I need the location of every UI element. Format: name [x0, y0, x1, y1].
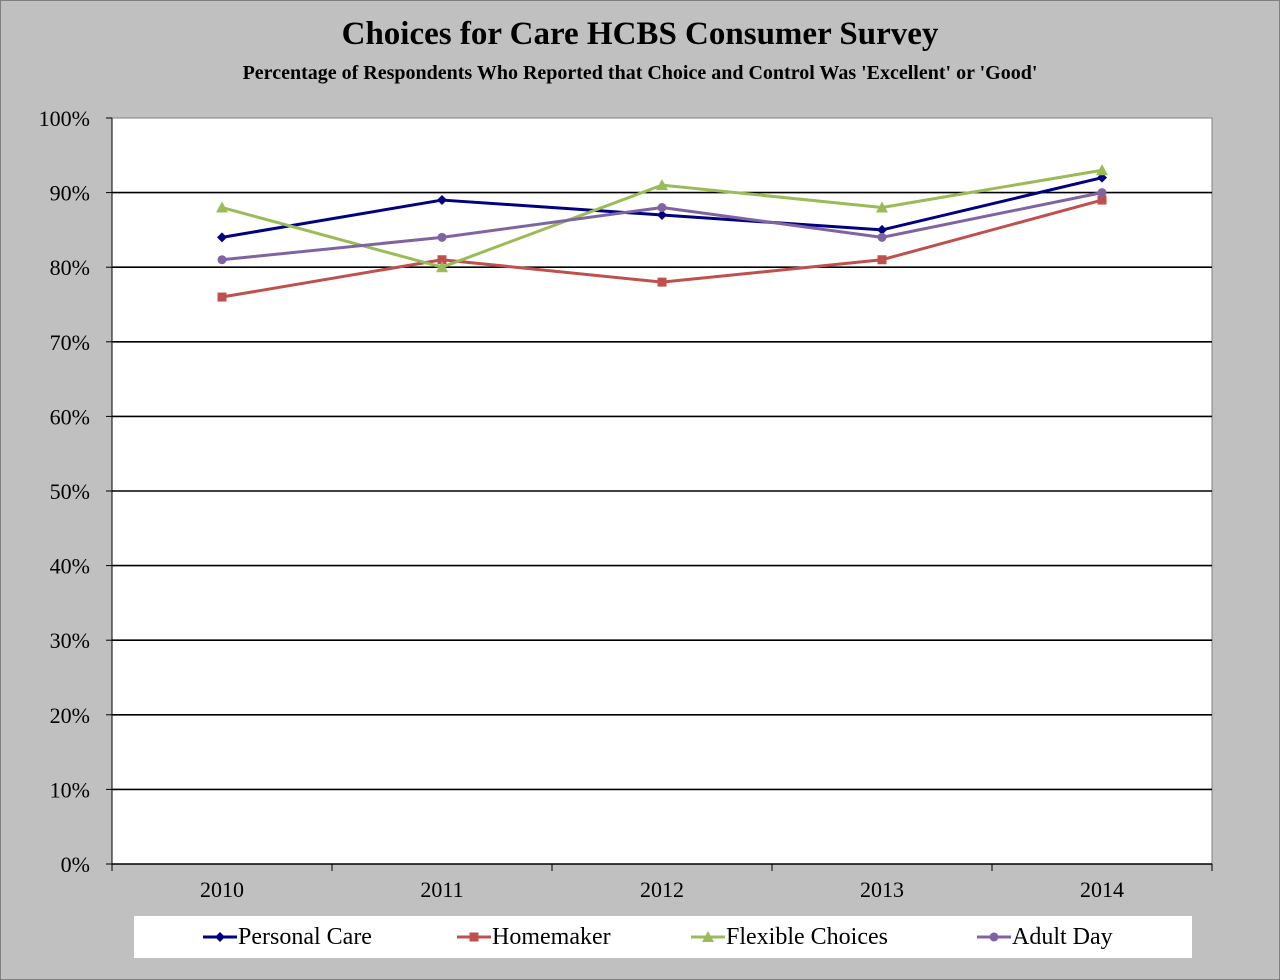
legend-swatch-personal-care [203, 932, 237, 942]
y-tick-label: 90% [50, 181, 90, 206]
chart-subtitle: Percentage of Respondents Who Reported t… [242, 62, 1038, 84]
series-flexible-choices [216, 164, 1108, 273]
y-tick-label: 50% [50, 479, 90, 504]
x-tick-label: 2013 [860, 877, 904, 902]
series-adult-day [217, 188, 1107, 265]
line-chart: 0% 10% 20% 30% 40% 50% 60% 70% 80% 90% 100% 2010 201… [39, 106, 1213, 902]
y-tick-label: 100% [39, 106, 90, 131]
legend-swatch-marker [469, 932, 479, 942]
legend-label: Flexible Choices [726, 923, 888, 950]
legend-label: Homemaker [492, 923, 611, 950]
data-point-adult-day [657, 203, 667, 213]
legend-swatch-homemaker [457, 932, 491, 942]
y-tick-label: 20% [50, 703, 90, 728]
chart-title: Choices for Care HCBS Consumer Survey [341, 16, 939, 52]
legend-swatch-marker [989, 932, 999, 942]
series-homemaker [217, 195, 1107, 302]
data-point-personal-care [217, 232, 227, 243]
y-tick-label: 70% [50, 330, 90, 355]
data-point-flexible-choices [1096, 164, 1108, 176]
y-tick-label: 0% [61, 852, 90, 877]
legend-item-homemaker: Homemaker [456, 922, 611, 952]
data-point-homemaker [877, 255, 887, 265]
chart-legend: Personal Care Homemaker Flexible Choices Ad… [134, 916, 1192, 958]
data-point-personal-care [437, 195, 447, 206]
legend-item-flexible-choices: Flexible Choices [690, 922, 888, 952]
y-tick-label: 60% [50, 404, 90, 429]
data-point-homemaker [437, 255, 447, 265]
legend-item-personal-care: Personal Care [202, 922, 372, 952]
data-point-homemaker [1097, 195, 1107, 205]
data-point-homemaker [217, 292, 227, 302]
x-tick-label: 2012 [640, 877, 684, 902]
data-point-homemaker [657, 277, 667, 287]
data-point-adult-day [217, 255, 227, 265]
data-point-adult-day [1097, 188, 1107, 198]
x-tick-label: 2014 [1080, 877, 1124, 902]
legend-item-adult-day: Adult Day [976, 922, 1113, 952]
legend-label: Adult Day [1012, 923, 1113, 950]
legend-label: Personal Care [238, 923, 372, 950]
x-tick-label: 2011 [420, 877, 463, 902]
legend-swatch-marker [702, 931, 714, 942]
data-point-personal-care [657, 209, 667, 220]
data-point-adult-day [437, 232, 447, 242]
y-tick-label: 80% [50, 255, 90, 280]
data-point-flexible-choices [216, 201, 228, 213]
data-point-flexible-choices [876, 201, 888, 213]
data-point-flexible-choices [436, 261, 448, 273]
legend-swatch-marker [215, 932, 225, 942]
data-point-flexible-choices [656, 179, 668, 191]
x-tick-label: 2010 [200, 877, 244, 902]
legend-swatch-adult-day [977, 932, 1011, 942]
data-point-personal-care [877, 224, 887, 235]
y-tick-label: 30% [50, 628, 90, 653]
y-tick-label: 40% [50, 554, 90, 579]
data-point-adult-day [877, 232, 887, 242]
y-tick-label: 10% [50, 777, 90, 802]
legend-swatch-flexible-choices [691, 931, 725, 942]
